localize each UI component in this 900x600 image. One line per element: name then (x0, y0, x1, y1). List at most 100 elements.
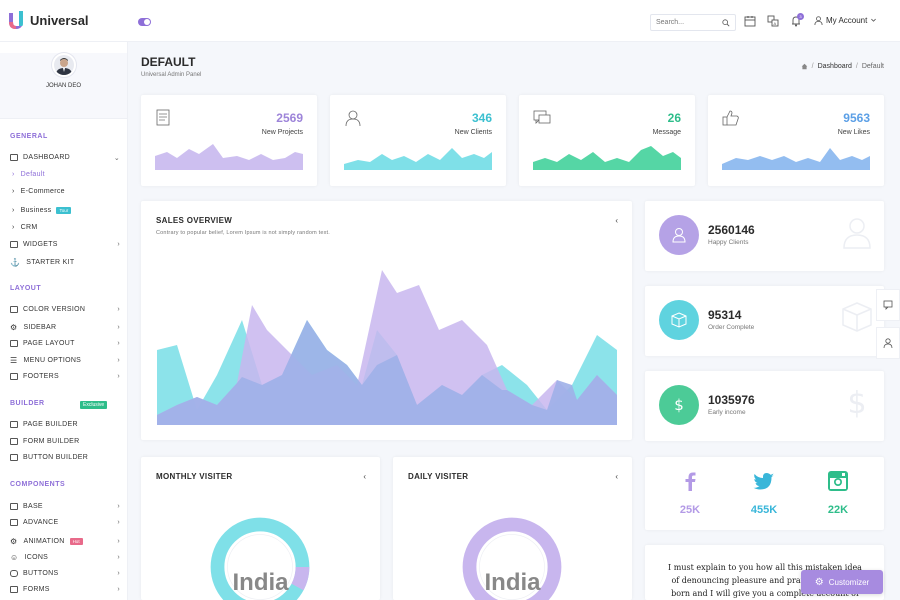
sparkline-projects (155, 144, 303, 170)
stat-card-projects: 2569 New Projects (141, 95, 317, 186)
sidebar-item-default[interactable]: › Default (12, 171, 122, 178)
logo-icon (9, 11, 23, 29)
monitor-icon (10, 154, 18, 161)
kpi-icon-circle: $ (659, 385, 699, 425)
chevron-left-icon[interactable]: ‹ (363, 472, 366, 481)
sparkline-messages (533, 146, 681, 170)
social-facebook[interactable]: 25K (660, 471, 720, 516)
sidebar-item-form-builder[interactable]: FORM BUILDER (10, 438, 120, 445)
sidebar-item-label: PAGE BUILDER (23, 421, 78, 428)
sidebar-item-ecommerce[interactable]: › E-Commerce (12, 188, 122, 195)
sidebar-item-color-version[interactable]: COLOR VERSION › (10, 306, 120, 313)
sidebar-item-label: CRM (20, 224, 38, 231)
animation-icon: ⚙ (10, 537, 18, 546)
chevron-right-icon: › (117, 340, 120, 347)
breadcrumb-dashboard[interactable]: Dashboard (817, 63, 852, 70)
donut-center-label: India (484, 569, 541, 596)
hot-badge: Hot (69, 538, 83, 545)
sidebar-toggle[interactable] (138, 18, 151, 26)
sidebar-item-dashboard[interactable]: DASHBOARD ⌄ (10, 154, 120, 162)
sidebar-item-label: MENU OPTIONS (23, 357, 82, 364)
stat-value: 2569 (276, 111, 303, 125)
home-icon[interactable] (801, 63, 808, 70)
section-layout: LAYOUT (10, 285, 42, 292)
search-input[interactable]: Search... (650, 14, 736, 31)
chevron-right-icon: › (117, 519, 120, 526)
social-instagram[interactable]: 22K (808, 471, 868, 516)
side-tab-user[interactable] (876, 327, 900, 359)
exclusive-badge: Exclusive (80, 401, 108, 409)
footer-icon (10, 373, 18, 380)
chevron-down-icon: ⌄ (113, 154, 120, 162)
sparkline-likes (722, 148, 870, 170)
sidebar-item-starter-kit[interactable]: ⚓ STARTER KIT (10, 258, 120, 267)
anchor-icon: ⚓ (10, 258, 21, 267)
widgets-icon (10, 241, 18, 248)
sidebar-item-menu-options[interactable]: ☰ MENU OPTIONS › (10, 356, 120, 365)
sidebar-item-buttons[interactable]: BUTTONS › (10, 570, 120, 577)
search-placeholder: Search... (656, 19, 685, 26)
chevron-right-icon: › (117, 306, 120, 313)
sidebar-item-advance[interactable]: ADVANCE › (10, 519, 120, 526)
sidebar-item-page-layout[interactable]: PAGE LAYOUT › (10, 340, 120, 347)
logo[interactable]: Universal (6, 9, 89, 31)
calendar-icon[interactable] (744, 15, 756, 27)
page-icon (10, 340, 18, 347)
translate-icon[interactable]: A (767, 15, 779, 27)
svg-text:$: $ (847, 386, 866, 419)
sidebar-item-crm[interactable]: › CRM (12, 224, 122, 231)
icons-icon: ☺ (10, 553, 19, 562)
kpi-label: Early income (708, 409, 746, 416)
sidebar-item-label: DASHBOARD (23, 154, 71, 161)
instagram-icon (828, 471, 848, 491)
sidebar-item-forms[interactable]: FORMS › (10, 586, 120, 593)
sidebar-item-animation[interactable]: ⚙ ANIMATION Hot › (10, 537, 120, 546)
profile-panel: JOHAN DEO (0, 53, 127, 119)
sidebar-item-label: BASE (23, 503, 43, 510)
chevron-left-icon[interactable]: ‹ (615, 472, 618, 481)
chevron-right-icon: › (117, 503, 120, 510)
account-menu[interactable]: My Account (814, 16, 877, 25)
chevron-right-icon: › (12, 171, 15, 178)
kpi-icon-circle (659, 300, 699, 340)
sidebar-item-sidebar[interactable]: ⚙ SIDEBAR › (10, 323, 120, 332)
social-stats-card: 25K 455K 22K (645, 457, 884, 530)
buttons-icon (10, 570, 18, 577)
sidebar-item-business[interactable]: › Business Tour (12, 207, 122, 214)
user-name: JOHAN DEO (45, 83, 81, 89)
chevron-left-icon[interactable]: ‹ (615, 216, 618, 225)
sidebar-item-label: Business (20, 207, 52, 214)
chevron-right-icon: › (117, 357, 120, 364)
avatar[interactable] (51, 53, 76, 77)
sidebar-item-label: PAGE LAYOUT (23, 340, 75, 347)
breadcrumb: / Dashboard / Default (801, 63, 884, 70)
customizer-button[interactable]: ⚙ Customizer (801, 570, 883, 594)
user-icon (672, 228, 686, 243)
sidebar-item-footers[interactable]: FOOTERS › (10, 373, 120, 380)
chevron-right-icon: › (117, 324, 120, 331)
notification-badge: 3 (797, 13, 804, 20)
social-twitter[interactable]: 455K (734, 471, 794, 516)
side-tab-chat[interactable] (876, 289, 900, 321)
stat-card-likes: 9563 New Likes (708, 95, 884, 186)
sidebar-item-button-builder[interactable]: BUTTON BUILDER (10, 454, 120, 461)
sidebar-item-label: E-Commerce (20, 188, 65, 195)
sidebar-item-base[interactable]: BASE › (10, 503, 120, 510)
form-builder-icon (10, 438, 18, 445)
sidebar-item-page-builder[interactable]: PAGE BUILDER (10, 421, 120, 428)
breadcrumb-default: Default (861, 63, 884, 70)
social-value: 455K (750, 504, 778, 516)
quote-text: I must explain to you how all this mista… (668, 563, 862, 598)
sidebar-item-label: Default (20, 171, 45, 178)
sidebar-item-icons[interactable]: ☺ ICONS › (10, 553, 120, 562)
chevron-down-icon (871, 18, 877, 22)
box-icon (842, 302, 872, 332)
stat-card-messages: 26 Message (519, 95, 695, 186)
svg-text:A: A (774, 21, 777, 26)
sidebar-item-label: COLOR VERSION (23, 306, 86, 313)
sidebar-item-widgets[interactable]: WIDGETS › (10, 241, 120, 248)
stat-value: 9563 (843, 111, 870, 125)
avatar-image (53, 55, 74, 75)
chevron-right-icon: › (12, 188, 15, 195)
sales-overview-card: SALES OVERVIEW Contrary to popular belie… (141, 201, 632, 440)
